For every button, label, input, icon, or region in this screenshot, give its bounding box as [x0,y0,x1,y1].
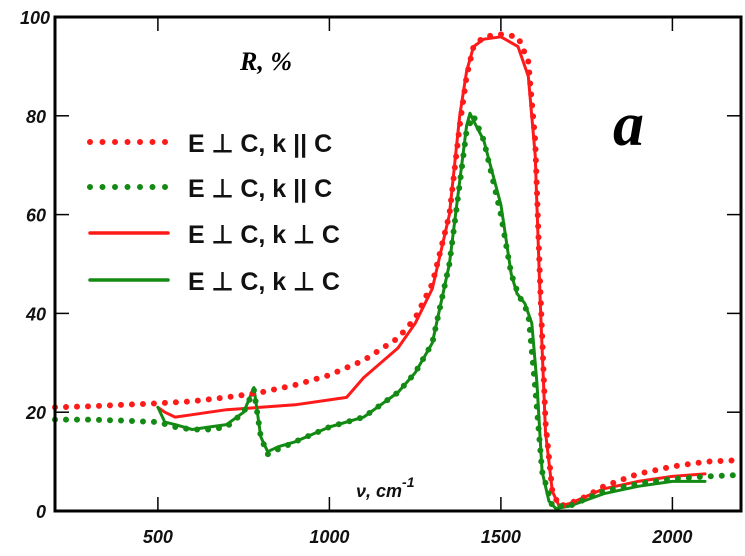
legend: E ⊥ C, k || C E ⊥ C, k || C E ⊥ C, k ⊥ C E … [87,130,340,296]
series-line-3-solid [156,111,707,510]
legend-label: E ⊥ C, k ⊥ C [188,268,340,296]
x-tick-label: 1000 [309,527,349,547]
series-line-0-dotted [52,31,744,510]
y-tick-label: 60 [26,206,46,226]
legend-label: E ⊥ C, k ⊥ C [188,221,340,249]
y-tick-label: 20 [25,403,46,423]
series-line-1-dotted [52,112,744,510]
y-tick-label: 0 [36,502,46,522]
legend-label: E ⊥ C, k || C [188,175,332,203]
y-tick-label: 100 [20,8,50,28]
x-axis-label: ν, cm-1 [356,474,415,501]
x-axis-label-text: ν, cm [356,481,402,501]
y-tick-label: 40 [25,304,46,324]
x-tick-label: 2000 [651,527,692,547]
x-axis-label-superscript: -1 [402,474,415,490]
legend-label: E ⊥ C, k || C [188,130,332,158]
x-tick-label: 1500 [481,527,521,547]
plot-frame [53,15,743,513]
y-axis-label: R, % [239,47,292,76]
y-tick-label: 80 [26,107,46,127]
x-tick-label: 500 [143,527,173,547]
panel-label: a [613,91,644,159]
